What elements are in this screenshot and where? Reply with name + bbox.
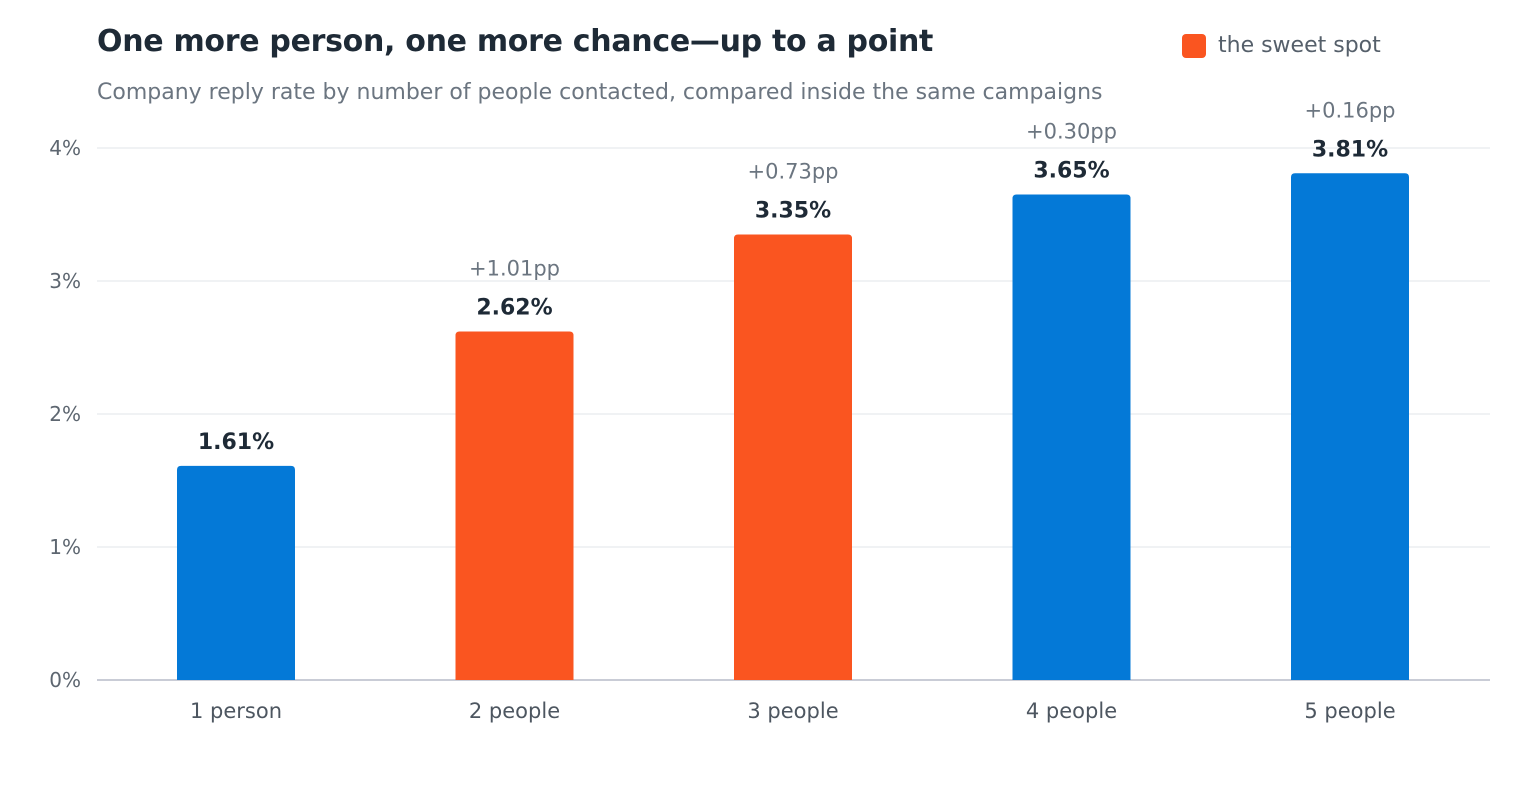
- bar: [177, 465, 295, 680]
- bar: [455, 331, 574, 680]
- x-tick-label: 2 people: [469, 699, 560, 723]
- data-label: 3.81%: [1312, 137, 1388, 162]
- x-tick-label: 1 person: [190, 699, 282, 723]
- y-tick-label: 3%: [49, 269, 81, 293]
- x-tick-label: 3 people: [747, 699, 838, 723]
- bar: [734, 234, 852, 680]
- y-tick-label: 2%: [49, 402, 81, 426]
- y-tick-label: 4%: [49, 136, 81, 160]
- delta-label: +0.73pp: [747, 159, 838, 183]
- bar: [1291, 173, 1409, 680]
- data-label: 3.65%: [1033, 159, 1109, 184]
- legend-label: the sweet spot: [1218, 33, 1381, 58]
- x-tick-label: 4 people: [1026, 699, 1117, 723]
- x-tick-label: 5 people: [1304, 699, 1395, 723]
- chart-subtitle: Company reply rate by number of people c…: [97, 80, 1103, 105]
- legend: the sweet spot: [1182, 33, 1381, 58]
- y-tick-label: 0%: [49, 668, 81, 692]
- delta-label: +1.01pp: [469, 257, 560, 281]
- delta-label: +0.30pp: [1026, 120, 1117, 144]
- data-label: 1.61%: [198, 430, 274, 455]
- legend-swatch: [1182, 33, 1206, 58]
- bar: [1012, 194, 1131, 681]
- chart-title: One more person, one more chance—up to a…: [97, 24, 934, 59]
- data-label: 2.62%: [476, 296, 552, 321]
- data-label: 3.35%: [755, 198, 831, 223]
- y-tick-label: 1%: [49, 535, 81, 559]
- delta-label: +0.16pp: [1304, 98, 1395, 122]
